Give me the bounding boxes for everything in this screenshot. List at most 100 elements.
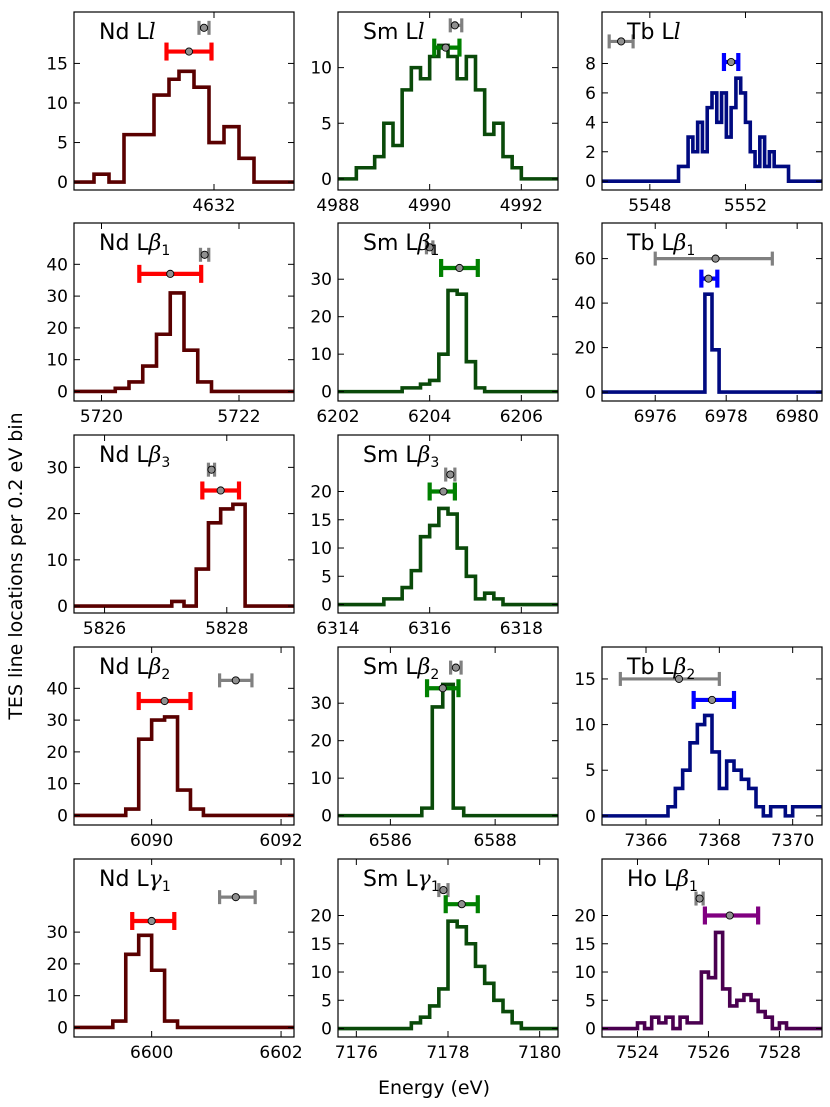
- y-tick-label: 20: [46, 319, 68, 339]
- x-tick-label: 4632: [192, 196, 235, 216]
- histogram-sm-ll: [338, 43, 558, 181]
- y-tick-label: 0: [57, 597, 68, 617]
- y-tick-label: 5: [585, 761, 596, 781]
- center-point: [200, 250, 209, 259]
- title-line-index: 2: [430, 667, 439, 683]
- panel-title-tb-l-1: Tb Lβ1: [626, 231, 695, 259]
- panel-title-sm-l-3: Sm Lβ3: [363, 443, 439, 471]
- panel-title-sm-l-2: Sm Lβ2: [363, 655, 439, 683]
- panel-ho-l-1: 7524 7526 7528 0 5 10 15 20 Ho Lβ1: [574, 858, 823, 1063]
- title-element: Nd L: [99, 867, 149, 892]
- x-tick-label: 6316: [408, 619, 451, 639]
- x-tick-label: 4988: [316, 196, 359, 216]
- axes-frame-sm-ll: [337, 11, 559, 191]
- panel-tb-l-2: 7366 7368 7370 0 5 10 15 Tb Lβ2: [574, 646, 823, 851]
- reference-marker-sm-l-1: [437, 883, 450, 898]
- reference-marker-nd-l-1: [198, 247, 211, 262]
- measured-marker-sm-l-2: [424, 679, 461, 698]
- y-tick-label: 20: [310, 483, 332, 503]
- x-tick-label: 6092: [259, 831, 302, 851]
- title-line-letter: l: [418, 20, 425, 45]
- x-tick-label: 6318: [500, 619, 543, 639]
- x-tick-label: 7176: [335, 1043, 378, 1063]
- title-line-index: 2: [161, 667, 170, 683]
- x-tick-label: 6314: [316, 619, 359, 639]
- panel-tb-ll: 5548 5552 0 2 4 6 8 Tb Ll: [585, 11, 823, 216]
- y-tick-label: 0: [321, 1020, 332, 1040]
- y-tick-label: 20: [46, 505, 68, 525]
- y-tick-label: 40: [574, 294, 596, 314]
- y-tick-label: 10: [574, 716, 596, 736]
- histogram-sm-l-1: [338, 288, 558, 394]
- y-tick-label: 0: [57, 806, 68, 826]
- y-tick-label: 0: [321, 596, 332, 616]
- panel-title-nd-l-3: Nd Lβ3: [99, 443, 170, 471]
- panel-sm-l-2: 6586 6588 0 10 20 30 Sm Lβ2: [310, 646, 559, 851]
- y-tick-label: 0: [585, 1020, 596, 1040]
- reference-marker-tb-l-1: [653, 251, 774, 266]
- y-tick-label: 0: [321, 383, 332, 403]
- y-tick-label: 20: [574, 339, 596, 359]
- y-tick-label: 0: [321, 170, 332, 190]
- center-point: [446, 470, 455, 479]
- title-line-index: 1: [161, 243, 170, 259]
- x-tick-label: 6090: [130, 831, 173, 851]
- y-tick-label: 15: [574, 670, 596, 690]
- center-point: [441, 43, 450, 52]
- title-element: Sm L: [363, 443, 418, 468]
- center-point: [216, 486, 225, 495]
- title-line-letter: β: [675, 867, 689, 892]
- y-tick-label: 10: [46, 987, 68, 1007]
- panel-title-tb-ll: Tb Ll: [626, 20, 681, 45]
- title-line-letter: l: [149, 20, 156, 45]
- reference-marker-tb-l-2: [618, 671, 721, 686]
- panel-sm-l-1: 7176 7178 7180 0 5 10 15 20 Sm Lγ1: [310, 858, 561, 1063]
- x-tick-label: 6980: [776, 407, 819, 427]
- center-point: [439, 886, 448, 895]
- center-point: [451, 663, 460, 672]
- axes-frame-tb-l-1: [601, 222, 823, 402]
- panel-title-tb-l-2: Tb Lβ2: [626, 655, 695, 683]
- panel-title-sm-ll: Sm Ll: [363, 20, 425, 45]
- y-tick-label: 20: [310, 907, 332, 927]
- y-tick-label: 40: [46, 679, 68, 699]
- x-tick-label: 4992: [500, 196, 543, 216]
- measured-marker-sm-l-1: [439, 258, 480, 277]
- y-axis-title: TES line locations per 0.2 eV bin: [5, 412, 27, 720]
- center-point: [455, 263, 464, 273]
- center-point: [231, 676, 240, 685]
- title-element: Tb L: [626, 231, 674, 256]
- x-tick-label: 5826: [83, 619, 126, 639]
- axes-frame-sm-l-1: [337, 222, 559, 402]
- x-tick-label: 6206: [500, 407, 543, 427]
- x-tick-label: 6978: [705, 407, 748, 427]
- x-tick-label: 7366: [624, 831, 667, 851]
- x-tick-label: 6602: [259, 1043, 302, 1063]
- x-tick-label: 6204: [408, 407, 451, 427]
- y-tick-label: 6: [585, 84, 596, 104]
- panel-nd-l-2: 6090 6092 0 10 20 30 40 Nd Lβ2: [46, 646, 303, 851]
- x-tick-label: 4990: [408, 196, 451, 216]
- histogram-ho-l-1: [602, 930, 822, 1031]
- measured-marker-ho-l-1: [702, 906, 761, 925]
- y-tick-label: 20: [310, 308, 332, 328]
- y-tick-label: 30: [310, 694, 332, 714]
- panel-nd-l-1: 6600 6602 0 10 20 30 Nd Lγ1: [46, 858, 303, 1063]
- panel-nd-l-1: 5720 5722 0 10 20 30 40 Nd Lβ1: [46, 222, 295, 427]
- measured-marker-tb-ll: [721, 53, 741, 72]
- measured-marker-nd-l-1: [130, 911, 177, 930]
- y-tick-label: 5: [585, 991, 596, 1011]
- y-tick-label: 20: [46, 743, 68, 763]
- y-tick-label: 5: [321, 567, 332, 587]
- title-element: Tb L: [626, 20, 674, 45]
- title-element: Ho L: [627, 867, 677, 892]
- y-tick-label: 10: [310, 963, 332, 983]
- axes-frame-nd-ll: [73, 11, 295, 191]
- title-element: Nd L: [99, 655, 149, 680]
- title-line-letter: l: [674, 20, 681, 45]
- y-tick-label: 10: [46, 94, 68, 114]
- axes-frame-sm-l-3: [337, 434, 559, 614]
- y-tick-label: 8: [585, 54, 596, 74]
